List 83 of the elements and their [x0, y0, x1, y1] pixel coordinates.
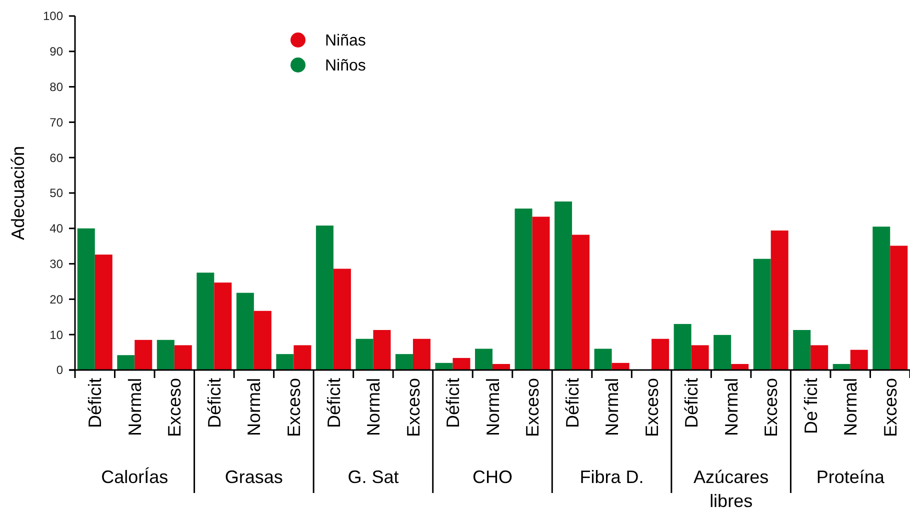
bar	[276, 354, 294, 370]
bar	[594, 348, 612, 370]
x-tick-label: Exceso	[284, 378, 304, 438]
y-tick-label: 10	[50, 328, 64, 342]
bar	[333, 268, 351, 370]
bar	[316, 226, 334, 370]
text: G. Sat	[348, 467, 399, 487]
bar	[514, 208, 532, 370]
bar	[674, 324, 692, 370]
x-tick-label: Normal	[602, 378, 622, 436]
text: Fibra D.	[580, 467, 644, 487]
bar	[156, 340, 174, 370]
x-tick-label: Déficit	[443, 378, 464, 428]
x-tick-label: Exceso	[761, 378, 782, 438]
x-tick-label: Exceso	[642, 378, 662, 438]
legend-label: Niños	[325, 58, 366, 75]
text: Grasas	[224, 467, 283, 487]
bar	[356, 338, 374, 370]
y-tick-label: 100	[42, 9, 64, 24]
y-tick-label: 20	[50, 292, 64, 306]
bar	[714, 334, 732, 370]
bar	[612, 362, 630, 370]
x-tick-label: Déficit	[85, 378, 106, 428]
bar	[890, 246, 908, 370]
bar	[94, 254, 112, 370]
x-tick-label: Normal	[364, 378, 384, 436]
y-tick-label: 0	[56, 363, 64, 378]
bar	[691, 345, 709, 370]
y-tick-label: 70	[50, 115, 64, 130]
bar	[196, 272, 214, 370]
y-tick-label: 80	[50, 80, 64, 94]
x-tick-label: Exceso	[880, 378, 900, 438]
x-tick-label: Normal	[482, 378, 503, 436]
bar	[652, 338, 670, 370]
y-tick-label: 40	[50, 222, 64, 236]
x-tick-label: Normal	[840, 378, 861, 436]
bar	[412, 338, 430, 370]
bar	[572, 234, 590, 370]
bar	[452, 358, 470, 370]
bar	[532, 216, 550, 370]
x-tick-label: Déficit	[682, 378, 702, 428]
x-tick-label: Normal	[244, 378, 264, 436]
bar	[77, 228, 95, 370]
bar	[254, 310, 272, 370]
x-tick-label: De´ficit	[800, 378, 821, 434]
x-tick-label: Exceso	[522, 378, 543, 438]
x-tick-label: Déficit	[204, 378, 224, 428]
y-tick-label: 50	[50, 186, 64, 200]
bar	[174, 345, 192, 370]
bar	[492, 364, 510, 370]
text: CalorÍas	[101, 467, 168, 487]
bar	[793, 330, 811, 370]
bar	[435, 362, 453, 370]
x-tick-label: Exceso	[164, 378, 185, 438]
y-axis-title: Adecuación	[8, 146, 28, 240]
bar	[731, 364, 749, 370]
bar	[373, 330, 391, 370]
text: Proteína	[816, 467, 886, 487]
bar	[850, 350, 868, 370]
y-tick-label: 60	[50, 150, 64, 165]
text: CHO	[472, 467, 512, 487]
x-tick-label: Normal	[124, 378, 145, 436]
bar	[395, 354, 413, 370]
legend-label: Niñas	[325, 32, 366, 50]
bar	[770, 230, 788, 370]
bar	[134, 340, 152, 370]
x-tick-label: Déficit	[562, 378, 582, 428]
bar	[810, 345, 828, 370]
bar	[554, 201, 572, 370]
x-tick-label: Normal	[721, 378, 742, 436]
x-tick-label: Déficit	[324, 378, 344, 428]
bar	[236, 292, 254, 370]
y-tick-label: 90	[50, 44, 64, 59]
y-tick-label: 30	[50, 257, 64, 271]
bar	[117, 355, 135, 370]
bar	[753, 258, 771, 370]
text: Azúcares libres	[694, 467, 769, 511]
bar	[475, 348, 492, 370]
bar	[832, 364, 850, 370]
bar	[872, 226, 890, 370]
bar	[294, 345, 312, 370]
bar	[214, 282, 232, 370]
x-tick-label: Exceso	[403, 378, 424, 438]
